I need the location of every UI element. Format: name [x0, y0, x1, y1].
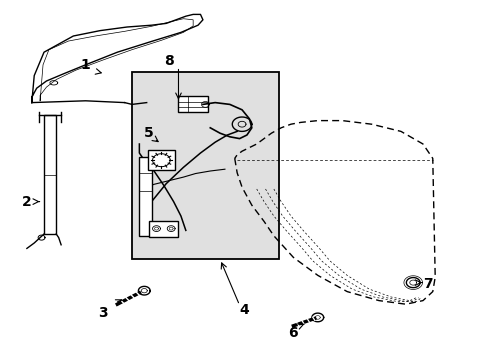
Text: 6: 6 — [288, 326, 298, 340]
Text: 1: 1 — [81, 58, 90, 72]
Text: 7: 7 — [422, 278, 432, 291]
Text: 4: 4 — [239, 303, 249, 316]
Bar — [149, 221, 178, 237]
Text: 5: 5 — [144, 126, 154, 140]
Bar — [178, 96, 207, 112]
Text: 8: 8 — [163, 54, 173, 68]
Text: 3: 3 — [98, 306, 107, 320]
Text: 2: 2 — [22, 195, 32, 208]
Bar — [44, 115, 56, 234]
Bar — [132, 72, 278, 259]
Bar — [139, 157, 151, 236]
Bar — [147, 150, 175, 170]
